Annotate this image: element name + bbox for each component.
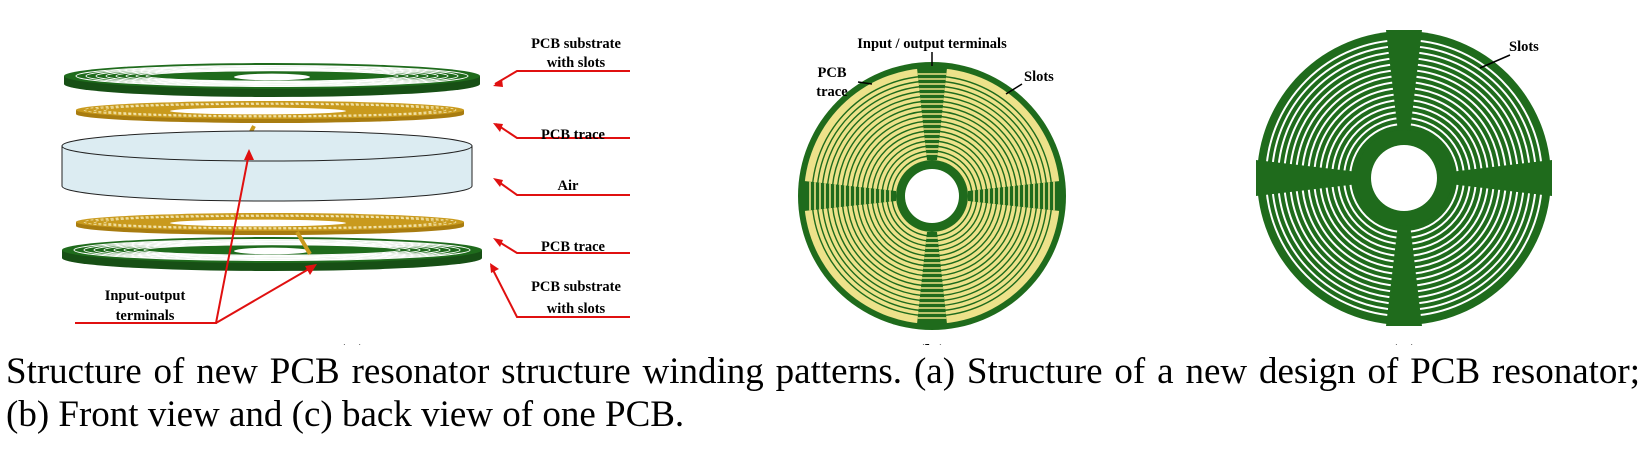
back-spoke	[1386, 30, 1422, 132]
label-substrate-top-line2: with slots	[547, 55, 606, 71]
back-radial-spokes	[1256, 30, 1552, 326]
back-center-hole	[1371, 145, 1437, 211]
back-spoke	[1256, 160, 1358, 196]
panel-c-caption: (c)	[1388, 340, 1419, 345]
arrowheads-a	[244, 79, 503, 275]
label-substrate-bottom-line2: with slots	[547, 301, 606, 317]
label-slots-c: Slots	[1509, 39, 1539, 55]
back-spoke	[1450, 160, 1552, 196]
label-trace-b-line1: PCB	[818, 65, 847, 81]
figure-caption: Structure of new PCB resonator structure…	[6, 351, 1640, 435]
top-substrate-disk	[64, 63, 480, 97]
front-center-hole	[905, 169, 959, 223]
back-spoke	[1386, 224, 1422, 326]
bottom-trace-ring	[76, 213, 464, 235]
panel-b-caption: (b)	[916, 340, 949, 345]
label-substrate-bottom-line1: PCB substrate	[531, 279, 621, 295]
label-substrate-top-line1: PCB substrate	[531, 36, 621, 52]
panel-c: Slots (c)	[1256, 30, 1552, 345]
air-cylinder	[61, 130, 473, 202]
label-terminals-a-line1: Input-output	[105, 288, 186, 304]
leader-lines-c	[1479, 54, 1511, 69]
front-radial-spokes	[804, 68, 1060, 324]
leader-lines-a	[75, 70, 630, 324]
label-terminals-b: Input / output terminals	[857, 36, 1007, 52]
label-air: Air	[558, 178, 580, 194]
panel-b: Input / output terminals PCB trace Slots…	[798, 36, 1066, 345]
leader-lines-b	[857, 52, 1023, 95]
bottom-terminal-lead	[295, 230, 312, 256]
label-trace-b-line2: trace	[816, 84, 848, 100]
panel-a-caption: (a)	[336, 340, 367, 345]
label-slots-b: Slots	[1024, 69, 1054, 85]
panel-a: PCB substrate with slots PCB trace Air P…	[61, 36, 630, 345]
label-trace-top: PCB trace	[541, 127, 606, 143]
label-trace-bottom: PCB trace	[541, 239, 606, 255]
bottom-substrate-disk	[62, 237, 482, 271]
figure: PCB substrate with slots PCB trace Air P…	[61, 30, 1552, 345]
label-terminals-a-line2: terminals	[116, 308, 175, 324]
top-trace-ring	[76, 101, 464, 123]
